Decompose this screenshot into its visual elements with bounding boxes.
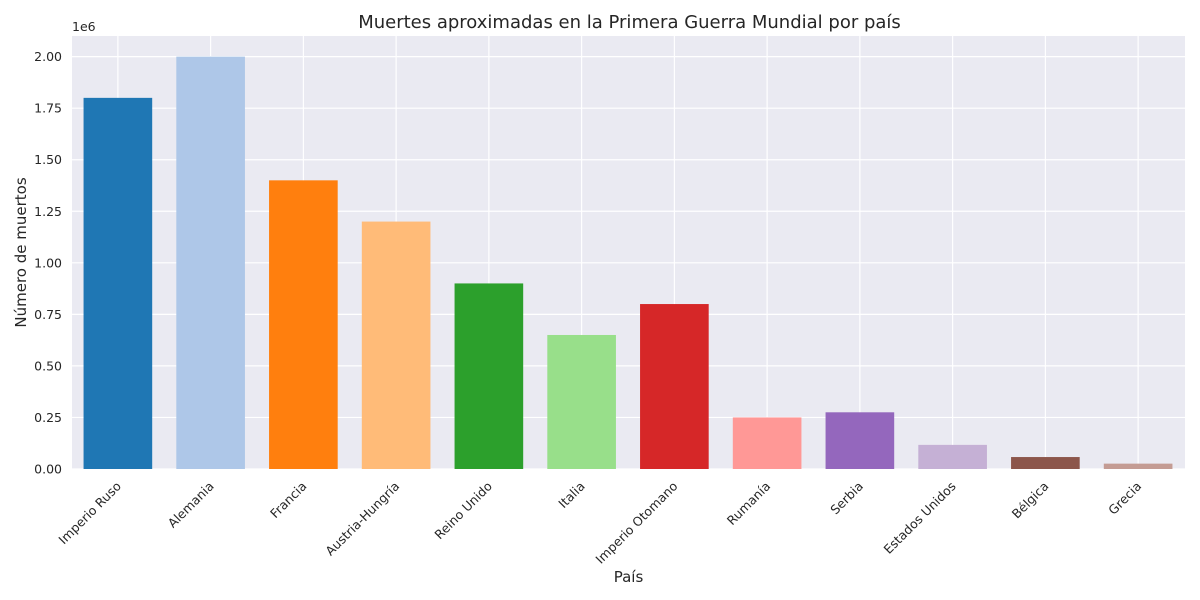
y-tick-label: 1.25 (34, 204, 62, 219)
x-tick-label: Alemania (165, 479, 217, 531)
bar-10 (918, 444, 987, 469)
bar-7 (640, 304, 709, 469)
y-tick-label: 0.50 (34, 358, 62, 373)
bar-6 (547, 334, 616, 469)
bar-2 (176, 56, 245, 469)
y-tick-label: 1.50 (34, 152, 62, 167)
x-tick-label: Serbia (827, 479, 866, 518)
y-tick-label: 1.00 (34, 255, 62, 270)
y-tick-label: 0.25 (34, 410, 62, 425)
y-axis-ticks: 0.00 0.25 0.50 0.75 1.00 1.25 1.50 1.75 2.00 (34, 49, 62, 476)
bar-1 (83, 97, 153, 469)
y-axis-offset-label: 1e6 (72, 19, 96, 34)
bar-5 (454, 283, 524, 469)
x-tick-label: Francia (267, 479, 309, 521)
x-axis-label: País (614, 568, 644, 586)
x-tick-label: Estados Unidos (880, 479, 958, 557)
x-tick-label: Italia (555, 479, 587, 511)
bar-8 (732, 417, 802, 469)
y-tick-label: 0.75 (34, 307, 62, 322)
y-tick-label: 1.75 (34, 101, 62, 116)
bar-9 (825, 412, 895, 469)
x-tick-label: Grecia (1105, 479, 1144, 518)
x-tick-label: Imperio Ruso (55, 479, 124, 548)
chart-title: Muertes aproximadas en la Primera Guerra… (358, 12, 901, 33)
x-tick-label: Bélgica (1009, 479, 1052, 522)
y-tick-label: 0.00 (34, 462, 62, 477)
x-tick-label: Austria-Hungría (322, 479, 402, 559)
y-tick-label: 2.00 (34, 49, 62, 64)
y-axis-label: Número de muertos (12, 177, 30, 327)
bar-4 (361, 221, 431, 469)
bar-11 (1011, 457, 1080, 469)
x-tick-label: Rumanía (724, 479, 773, 528)
x-tick-label: Reino Unido (431, 479, 495, 543)
bar-12 (1103, 463, 1173, 469)
bars (83, 56, 1173, 470)
x-tick-label: Imperio Otomano (592, 479, 680, 567)
x-axis-ticks: Imperio Ruso Alemania Francia Austria-Hungr… (55, 479, 1144, 567)
bar-3 (269, 180, 338, 470)
